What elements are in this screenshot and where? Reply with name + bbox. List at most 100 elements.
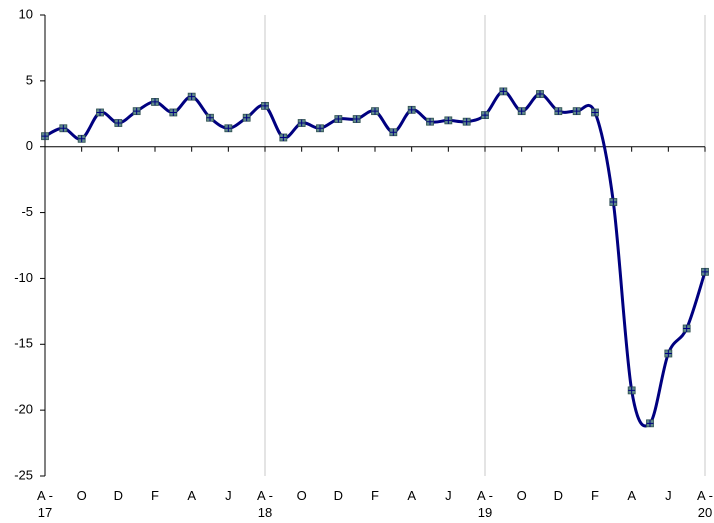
x-tick-label-line: A - — [37, 488, 53, 503]
marker-cross — [243, 114, 251, 122]
marker — [187, 92, 196, 101]
x-tick-label: A - 18 — [257, 488, 273, 520]
y-tick-label: -25 — [14, 467, 33, 482]
marker — [682, 324, 691, 333]
x-tick-label-line: A - — [257, 488, 273, 503]
marker — [701, 267, 709, 276]
marker — [462, 117, 471, 126]
marker — [426, 117, 434, 126]
marker — [371, 107, 379, 116]
x-tick-label-line: F — [591, 488, 599, 503]
marker-cross — [664, 350, 672, 358]
marker-cross — [628, 386, 636, 394]
x-tick-label-line: O — [297, 488, 307, 503]
x-tick-label: D — [554, 488, 563, 503]
marker-cross — [554, 107, 562, 115]
y-tick-label: -20 — [14, 402, 33, 417]
x-tick-label: F — [591, 488, 599, 503]
y-tick-label: -15 — [14, 336, 33, 351]
x-tick-label-line: J — [225, 488, 232, 503]
marker — [114, 119, 123, 127]
x-tick-label-line: F — [371, 488, 379, 503]
marker-cross — [371, 107, 379, 115]
marker-cross — [444, 116, 452, 124]
x-tick-label: D — [334, 488, 343, 503]
marker — [664, 349, 673, 358]
marker — [41, 132, 49, 141]
x-tick-label-line: A — [627, 488, 636, 503]
marker-cross — [701, 268, 709, 276]
x-tick-label-line: 20 — [698, 505, 712, 520]
marker-cross — [59, 124, 67, 132]
marker-cross — [261, 102, 269, 110]
marker — [151, 98, 159, 106]
x-tick-label: A — [407, 488, 416, 503]
marker — [261, 101, 269, 110]
marker — [554, 107, 563, 116]
marker-cross — [609, 198, 617, 206]
marker-cross — [426, 118, 434, 126]
x-tick-label: F — [151, 488, 159, 503]
marker — [77, 134, 86, 143]
marker — [316, 124, 324, 133]
marker-cross — [591, 108, 599, 116]
marker-cross — [463, 118, 471, 126]
marker-cross — [683, 324, 691, 332]
marker — [96, 108, 104, 117]
x-tick-label: J — [225, 488, 232, 503]
x-tick-label-line: A — [187, 488, 196, 503]
marker — [389, 128, 398, 137]
marker-cross — [298, 119, 306, 127]
x-tick-label: A - 17 — [37, 488, 53, 520]
x-tick-label-line: J — [665, 488, 672, 503]
marker-cross — [334, 115, 342, 123]
marker — [279, 133, 288, 142]
marker-cross — [188, 93, 196, 101]
marker — [297, 119, 306, 127]
marker — [609, 198, 618, 206]
marker — [627, 386, 636, 395]
marker — [646, 419, 654, 428]
marker — [572, 107, 581, 116]
marker — [591, 108, 599, 117]
marker-cross — [408, 106, 416, 114]
marker-cross — [169, 108, 177, 116]
marker-cross — [499, 87, 507, 95]
marker-cross — [573, 107, 581, 115]
marker-cross — [481, 111, 489, 119]
x-tick-label-line: O — [517, 488, 527, 503]
marker-cross — [279, 133, 287, 141]
x-tick-label: F — [371, 488, 379, 503]
x-tick-label-line: A - — [477, 488, 493, 503]
x-tick-label-line: D — [554, 488, 563, 503]
y-tick-label: 10 — [19, 6, 33, 21]
x-tick-label: J — [665, 488, 672, 503]
x-tick-label: O — [517, 488, 527, 503]
marker-cross — [114, 119, 122, 127]
marker — [352, 115, 361, 123]
x-tick-label: A — [187, 488, 196, 503]
marker-cross — [353, 115, 361, 123]
x-tick-label-line: A - — [697, 488, 713, 503]
x-tick-label: O — [77, 488, 87, 503]
y-tick-label: -5 — [21, 204, 33, 219]
marker-cross — [41, 132, 49, 140]
marker-cross — [151, 98, 159, 106]
x-tick-label: O — [297, 488, 307, 503]
marker — [444, 116, 453, 125]
x-tick-label: A - 20 — [697, 488, 713, 520]
marker — [132, 107, 141, 116]
x-tick-label: A - 19 — [477, 488, 493, 520]
x-tick-label-line: D — [334, 488, 343, 503]
marker-cross — [536, 90, 544, 98]
marker — [169, 108, 178, 117]
x-tick-label-line: A — [407, 488, 416, 503]
line — [44, 89, 707, 428]
marker — [481, 111, 489, 120]
y-tick-label: 0 — [26, 138, 33, 153]
marker-cross — [78, 135, 86, 143]
x-tick-label-line: 17 — [38, 505, 52, 520]
marker-cross — [316, 124, 324, 132]
